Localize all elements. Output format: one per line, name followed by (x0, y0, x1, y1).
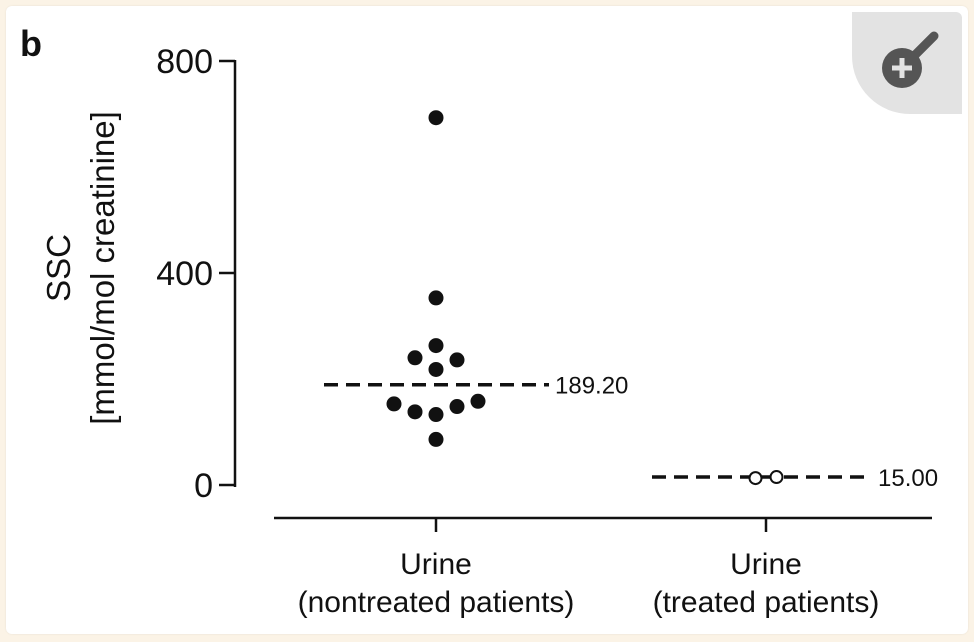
y-tick-label: 800 (156, 43, 213, 81)
y-tick-label: 400 (156, 255, 213, 293)
x-category-label-line2: (nontreated patients) (298, 586, 575, 619)
x-category-label-line1: Urine (730, 548, 802, 581)
panel-label: b (20, 23, 42, 64)
data-point (449, 399, 465, 415)
data-point (428, 290, 444, 306)
zoom-in-icon (882, 31, 939, 88)
median-label: 189.20 (555, 373, 628, 400)
y-axis-label-line2: [mmol/mol creatinine] (84, 111, 121, 425)
data-point (407, 404, 423, 420)
scatter-chart: b SSC [mmol/mol creatinine] 0 400 800 Urin… (20, 23, 938, 619)
data-point (748, 471, 763, 486)
data-point (407, 350, 423, 366)
median-label: 15.00 (878, 465, 938, 492)
figure-card: b SSC [mmol/mol creatinine] 0 400 800 Urin… (6, 6, 968, 634)
data-point (470, 393, 486, 409)
y-axis-label-line1: SSC (40, 234, 77, 302)
y-tick-label: 0 (194, 467, 213, 505)
zoom-button[interactable] (852, 12, 962, 114)
x-category-label-line2: (treated patients) (653, 586, 880, 619)
data-point (428, 431, 444, 447)
data-point (386, 396, 402, 412)
data-point (428, 110, 444, 126)
data-point (449, 352, 465, 368)
data-point (428, 361, 444, 377)
data-point (428, 407, 444, 423)
data-point (428, 338, 444, 354)
data-point (769, 470, 784, 485)
x-category-label-line1: Urine (400, 548, 472, 581)
